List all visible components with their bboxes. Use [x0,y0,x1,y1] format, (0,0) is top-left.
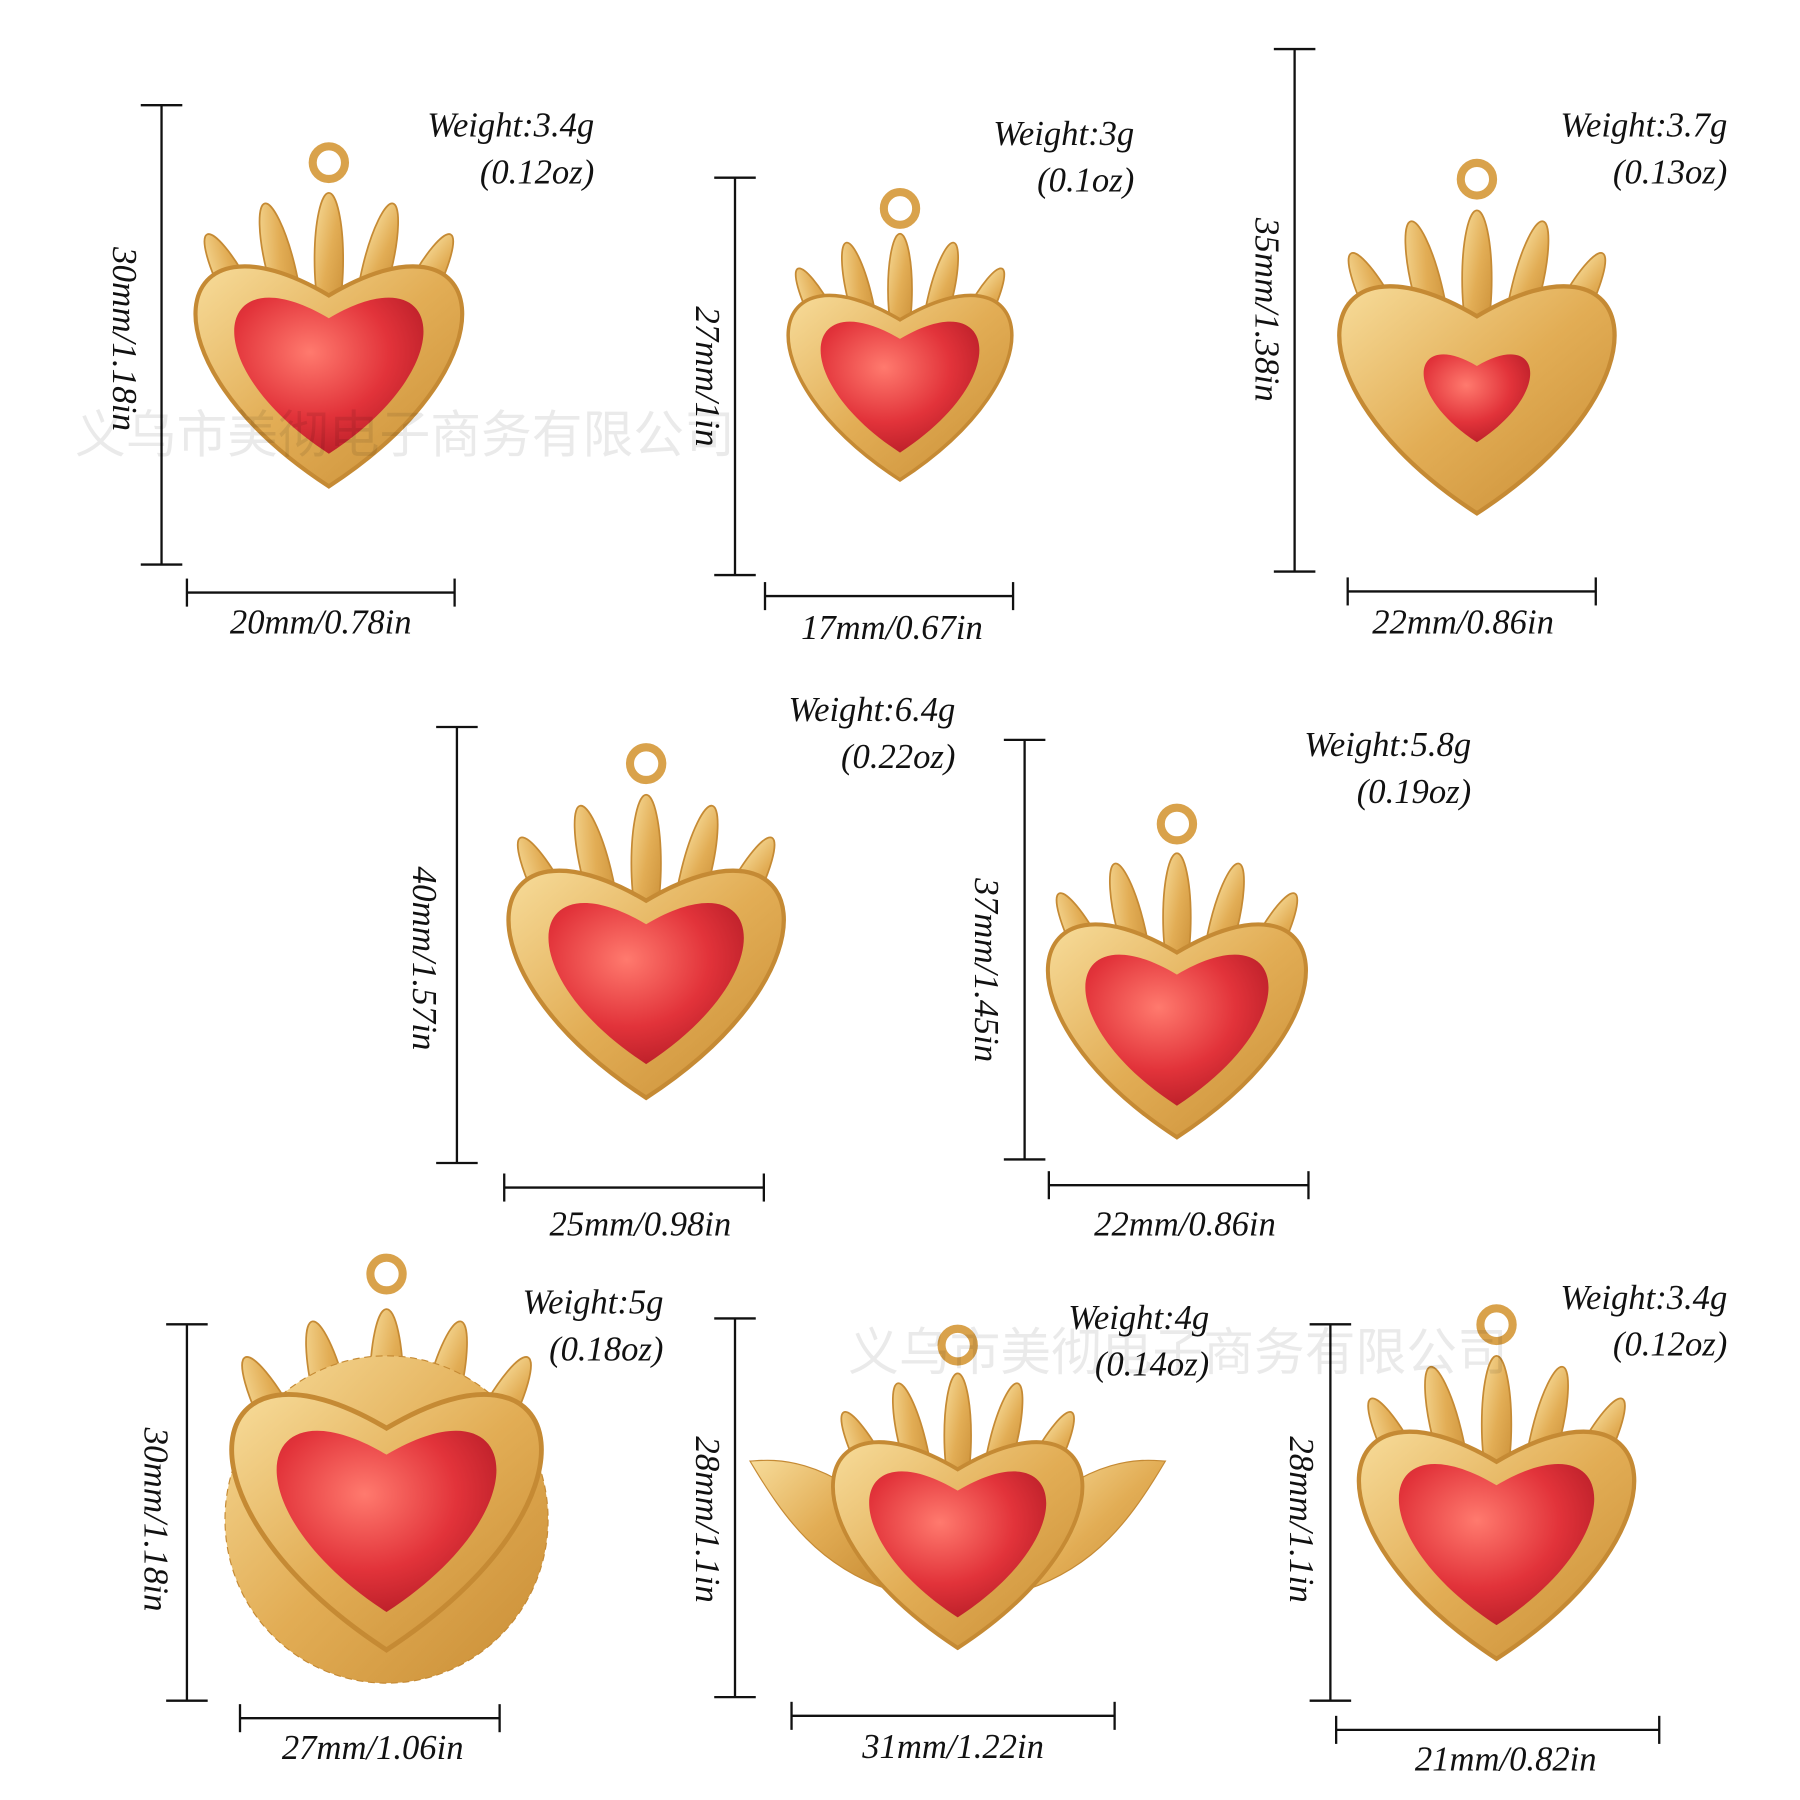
weight-label: Weight:5.8g [1304,725,1471,764]
weight-oz-label: (0.14oz) [1095,1344,1209,1383]
pendant [1046,803,1308,1140]
ring [1476,1304,1517,1346]
pendant [224,1253,549,1684]
red-heart [548,902,744,1065]
weight-label: Weight:3.4g [1560,1278,1727,1317]
ring [879,187,921,229]
height-label: 37mm/1.45in [967,877,1006,1062]
red-heart [276,1430,497,1613]
red-heart [820,321,980,453]
height-label: 30mm/1.18in [136,1426,175,1611]
ring [366,1253,407,1295]
width-label: 17mm/0.67in [801,608,983,647]
pendant [748,1324,1167,1651]
width-label: 25mm/0.98in [550,1204,732,1243]
height-label: 27mm/1in [688,306,727,446]
red-heart [1085,954,1269,1106]
weight-oz-label: (0.1oz) [1037,160,1134,199]
ring [1156,803,1198,845]
height-label: 35mm/1.38in [1248,217,1287,402]
red-heart [1398,1463,1595,1626]
ring [308,142,350,184]
ring [1456,158,1498,200]
pendant [1356,1304,1637,1662]
width-label: 21mm/0.82in [1415,1739,1597,1778]
weight-label: Weight:3.7g [1560,105,1727,144]
width-label: 31mm/1.22in [861,1727,1044,1766]
ring [625,743,667,785]
width-label: 27mm/1.06in [282,1728,464,1767]
width-label: 22mm/0.86in [1094,1204,1276,1243]
height-label: 30mm/1.18in [105,246,144,431]
height-label: 40mm/1.57in [405,866,444,1050]
weight-label: Weight:5g [522,1282,663,1321]
width-label: 20mm/0.78in [230,602,412,641]
weight-oz-label: (0.22oz) [841,737,955,776]
red-heart [1423,354,1531,443]
weight-oz-label: (0.12oz) [1613,1325,1727,1364]
weight-oz-label: (0.12oz) [480,152,594,191]
pendant [1337,158,1617,516]
watermark: 义乌市美彻电子商务有限公司 [75,406,735,465]
pendant [786,187,1014,483]
weight-label: Weight:4g [1068,1298,1209,1337]
weight-label: Weight:3g [993,114,1134,153]
weight-oz-label: (0.19oz) [1357,772,1471,811]
red-heart [234,297,424,454]
ring [937,1324,978,1366]
weight-oz-label: (0.18oz) [549,1329,663,1368]
height-label: 28mm/1.1in [1282,1436,1321,1603]
pendant [506,743,786,1101]
width-label: 22mm/0.86in [1372,602,1554,641]
weight-label: Weight:6.4g [788,690,955,729]
pendant [193,142,465,489]
red-heart [869,1471,1047,1618]
watermark: 义乌市美彻电子商务有限公司 [848,1324,1508,1383]
weight-oz-label: (0.13oz) [1613,152,1727,191]
weight-label: Weight:3.4g [427,105,594,144]
height-label: 28mm/1.1in [688,1436,727,1603]
